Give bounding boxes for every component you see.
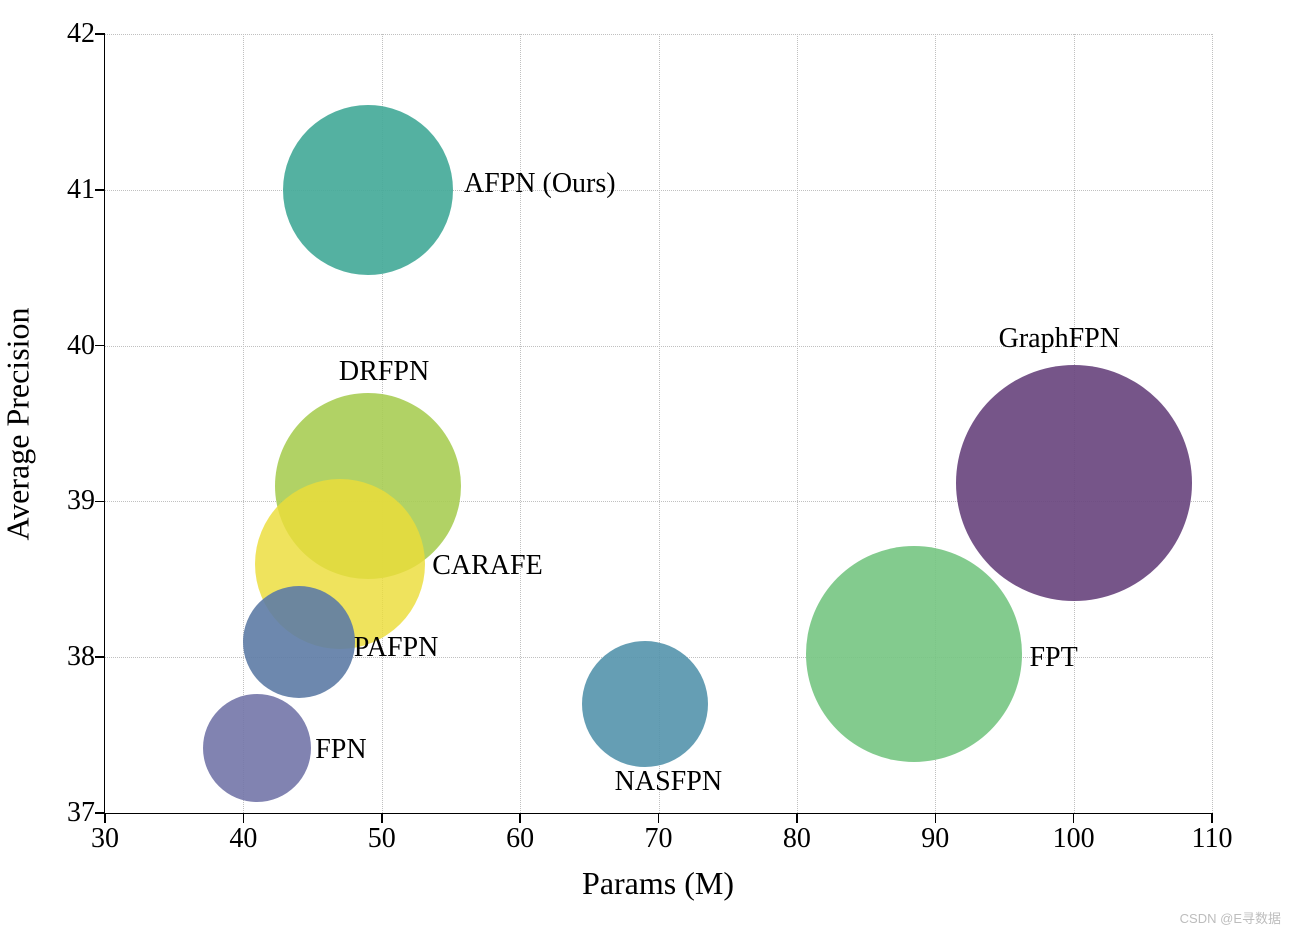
y-tick bbox=[95, 345, 105, 347]
x-tick bbox=[935, 813, 937, 823]
x-tick bbox=[658, 813, 660, 823]
x-tick-label: 60 bbox=[506, 823, 534, 855]
chart-container: 30405060708090100110373839404142FPNPAFPN… bbox=[104, 34, 1212, 814]
x-tick bbox=[381, 813, 383, 823]
gridline-v bbox=[1212, 34, 1213, 813]
x-tick-label: 30 bbox=[91, 823, 119, 855]
bubble-nasfpn bbox=[582, 641, 708, 767]
y-tick-label: 38 bbox=[55, 641, 95, 673]
x-tick bbox=[1211, 813, 1213, 823]
y-tick bbox=[95, 189, 105, 191]
y-axis-label: Average Precision bbox=[0, 307, 37, 540]
x-tick-label: 110 bbox=[1192, 823, 1233, 855]
gridline-v bbox=[797, 34, 798, 813]
y-tick bbox=[95, 33, 105, 35]
bubble-label-graphfpn: GraphFPN bbox=[999, 323, 1120, 355]
x-tick-label: 80 bbox=[783, 823, 811, 855]
y-tick-label: 39 bbox=[55, 485, 95, 517]
bubble-label-carafe: CARAFE bbox=[432, 550, 542, 582]
watermark-text: CSDN @E寻数据 bbox=[1180, 908, 1281, 927]
x-tick bbox=[104, 813, 106, 823]
y-tick-label: 40 bbox=[55, 330, 95, 362]
x-tick-label: 50 bbox=[368, 823, 396, 855]
x-tick bbox=[1073, 813, 1075, 823]
x-tick bbox=[796, 813, 798, 823]
y-tick bbox=[95, 656, 105, 658]
bubble-label-afpn: AFPN (Ours) bbox=[464, 168, 616, 200]
x-tick bbox=[243, 813, 245, 823]
y-tick bbox=[95, 501, 105, 503]
bubble-graphfpn bbox=[956, 365, 1192, 601]
x-tick bbox=[519, 813, 521, 823]
bubble-label-fpn: FPN bbox=[315, 734, 366, 766]
x-tick-label: 40 bbox=[229, 823, 257, 855]
bubble-label-pafpn: PAFPN bbox=[354, 632, 439, 664]
x-tick-label: 90 bbox=[921, 823, 949, 855]
gridline-v bbox=[520, 34, 521, 813]
y-tick-label: 42 bbox=[55, 18, 95, 50]
x-axis-label: Params (M) bbox=[582, 865, 734, 902]
bubble-label-fpt: FPT bbox=[1029, 642, 1077, 674]
x-tick-label: 70 bbox=[645, 823, 673, 855]
plot-area: 30405060708090100110373839404142FPNPAFPN… bbox=[104, 34, 1212, 814]
bubble-fpn bbox=[203, 694, 311, 802]
x-tick-label: 100 bbox=[1053, 823, 1095, 855]
y-tick-label: 41 bbox=[55, 174, 95, 206]
bubble-afpn bbox=[283, 105, 453, 275]
bubble-label-nasfpn: NASFPN bbox=[615, 766, 722, 798]
y-tick bbox=[95, 812, 105, 814]
bubble-fpt bbox=[806, 546, 1022, 762]
y-tick-label: 37 bbox=[55, 797, 95, 829]
bubble-pafpn bbox=[243, 586, 355, 698]
bubble-label-drfpn: DRFPN bbox=[339, 356, 429, 388]
